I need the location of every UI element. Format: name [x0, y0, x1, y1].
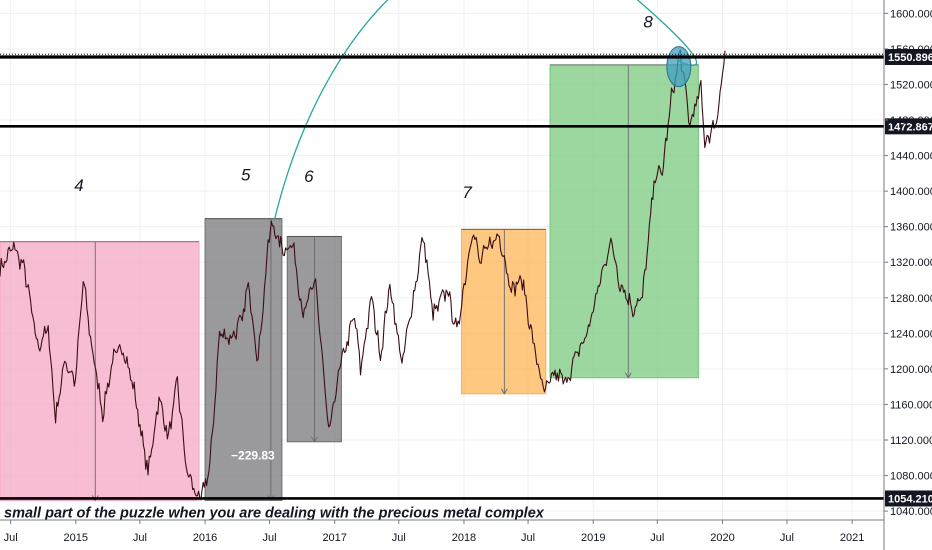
y-tick-label: 1200.000 [890, 364, 932, 376]
wave-arc-path [273, 0, 698, 220]
level-badge-label: 1054.210 [888, 493, 932, 505]
y-tick-label: 1600.000 [890, 8, 932, 20]
wave-label-6: 6 [304, 167, 314, 186]
caption-text: small part of the puzzle when you are de… [4, 506, 545, 522]
level-badge [885, 48, 932, 65]
x-tick-label: Jul [133, 532, 147, 544]
horizontal-levels: 1550.896 1472.867 1054.210 [0, 48, 932, 507]
y-tick-label: 1560.000 [890, 44, 932, 56]
x-tick-label: 2018 [452, 532, 476, 544]
y-tick-label: 1400.000 [890, 186, 932, 198]
x-tick-label: 2019 [581, 532, 605, 544]
measure-label: −229.83 [231, 449, 275, 463]
y-tick-label: 1120.000 [890, 435, 932, 447]
level-badge [885, 490, 932, 507]
y-tick-label: 1280.000 [890, 293, 932, 305]
y-tick-label: 1240.000 [890, 328, 932, 340]
measurement-boxes: −229.83 [0, 64, 699, 502]
x-tick-label: 2016 [193, 532, 217, 544]
y-tick-label: 1480.000 [890, 115, 932, 127]
caption: small part of the puzzle when you are de… [0, 501, 545, 524]
box-measure-arrow [91, 495, 99, 502]
x-tick-label: 2020 [710, 532, 734, 544]
y-tick-label: 1080.000 [890, 471, 932, 483]
wave-label-5: 5 [241, 165, 251, 184]
wave-label-7: 7 [462, 183, 472, 202]
y-tick-label: 1040.000 [890, 506, 932, 518]
level-badge [885, 118, 932, 135]
box-measure-arrow [267, 495, 275, 502]
price-series [0, 49, 726, 501]
box-measure-arrow [624, 372, 632, 379]
price-line [0, 49, 726, 501]
y-tick-label: 1320.000 [890, 257, 932, 269]
y-tick-label: 1440.000 [890, 151, 932, 163]
x-tick-label: 2017 [322, 532, 346, 544]
x-tick-label: Jul [521, 532, 535, 544]
level-badge-label: 1472.867 [888, 121, 932, 133]
x-tick-label: 2021 [840, 532, 864, 544]
x-tick-label: 2015 [64, 532, 88, 544]
x-tick-label: Jul [4, 532, 18, 544]
pink-range-box [0, 241, 200, 501]
price-axis: 1040.000 1080.000 1120.000 1160.000 1200.000… [883, 0, 932, 550]
green-range-box [549, 64, 699, 379]
wave-label-4: 4 [74, 176, 83, 195]
y-tick-label: 1520.000 [890, 79, 932, 91]
x-tick-label: Jul [650, 532, 664, 544]
top-highlight-circle [666, 46, 692, 88]
x-tick-label: Jul [262, 532, 276, 544]
x-tick-label: Jul [780, 532, 794, 544]
wave-labels: 4 5 6 7 8 [74, 13, 653, 203]
y-tick-label: 1160.000 [890, 399, 932, 411]
y-tick-label: 1360.000 [890, 222, 932, 234]
caption-background [0, 501, 452, 524]
box-measure-arrow [311, 436, 318, 443]
box-measure-arrow [500, 388, 508, 395]
x-tick-label: Jul [392, 532, 406, 544]
level-badge-label: 1550.896 [888, 52, 932, 64]
orange-range-box [460, 228, 547, 395]
wave-label-8: 8 [643, 13, 653, 32]
time-axis: Jul 2015 Jul 2016 Jul 2017 Jul 2018 Jul 2019 Jul 20… [0, 519, 884, 544]
